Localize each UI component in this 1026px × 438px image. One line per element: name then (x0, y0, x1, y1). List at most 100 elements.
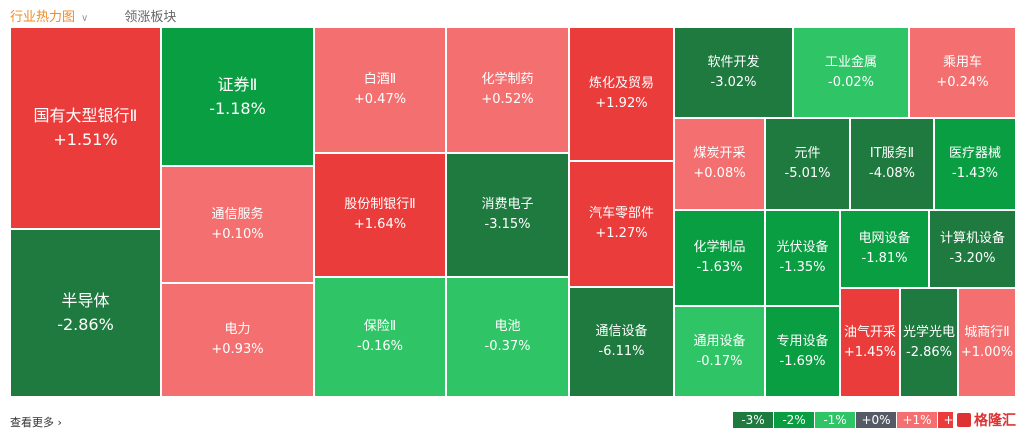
legend-swatch: +1% (897, 412, 937, 428)
sector-change: +1.64% (353, 217, 407, 232)
sector-cell[interactable]: IT服务Ⅱ -4.08% (850, 118, 934, 210)
sector-change: +0.47% (353, 92, 407, 107)
sector-name: 汽车零部件 (588, 206, 654, 221)
sector-cell[interactable]: 通信设备 -6.11% (569, 287, 674, 397)
sector-name: 电力 (224, 322, 251, 337)
sector-name: 半导体 (61, 291, 110, 310)
sector-cell[interactable]: 白酒Ⅱ +0.47% (314, 27, 446, 153)
sector-change: +0.93% (211, 342, 264, 357)
sector-cell[interactable]: 专用设备 -1.69% (765, 306, 840, 397)
sector-name: 白酒Ⅱ (363, 72, 397, 87)
sector-name: 消费电子 (481, 197, 534, 212)
sector-name: 保险Ⅱ (363, 319, 397, 334)
sector-change: -3.15% (484, 217, 531, 232)
sector-name: 油气开采 (843, 324, 896, 340)
sector-cell[interactable]: 半导体 -2.86% (10, 229, 161, 397)
sector-name: 光伏设备 (776, 240, 829, 255)
sector-name: 炼化及贸易 (588, 76, 654, 91)
sector-name: 光学光电 (902, 324, 955, 340)
sector-change: -2.86% (57, 315, 114, 334)
sector-change: -0.02% (828, 74, 874, 90)
sector-change: -3.20% (949, 251, 996, 266)
sector-change: -1.63% (696, 260, 743, 275)
sector-name: 股份制银行Ⅱ (344, 197, 416, 212)
sector-change: +0.10% (211, 226, 264, 242)
legend-swatch: -2% (774, 412, 814, 428)
sector-change: -4.08% (869, 166, 915, 181)
sector-cell[interactable]: 股份制银行Ⅱ +1.64% (314, 153, 446, 277)
sector-cell[interactable]: 化学制药 +0.52% (446, 27, 569, 153)
sector-cell[interactable]: 工业金属 -0.02% (793, 27, 909, 118)
sector-name: 计算机设备 (939, 231, 1005, 246)
sector-cell[interactable]: 证券Ⅱ -1.18% (161, 27, 314, 166)
sector-name: 乘用车 (942, 54, 982, 70)
sector-cell[interactable]: 煤炭开采 +0.08% (674, 118, 765, 210)
sector-cell[interactable]: 医疗器械 -1.43% (934, 118, 1016, 210)
logo-text: 格隆汇 (974, 413, 1016, 429)
logo: 格隆汇 (953, 410, 1020, 430)
sector-cell[interactable]: 软件开发 -3.02% (674, 27, 793, 118)
sector-change: -1.69% (779, 353, 826, 369)
tab-industry-heatmap[interactable]: 行业热力图 ∨ (10, 6, 88, 25)
sector-change: -2.86% (906, 344, 952, 360)
sector-name: 通信设备 (595, 324, 648, 339)
sector-change: +1.45% (843, 344, 897, 360)
legend-swatch: -3% (733, 412, 773, 428)
sector-cell[interactable]: 保险Ⅱ -0.16% (314, 277, 446, 397)
sector-change: -3.02% (710, 74, 757, 90)
legend-swatch: -1% (815, 412, 855, 428)
sector-change: -1.43% (952, 166, 998, 181)
chevron-down-icon[interactable]: ∨ (81, 13, 89, 24)
sector-name: 城商行Ⅱ (964, 324, 1010, 340)
sector-cell[interactable]: 电池 -0.37% (446, 277, 569, 397)
sector-change: -1.81% (861, 251, 908, 266)
sector-name: 证券Ⅱ (217, 74, 258, 94)
sector-name: 通用设备 (693, 333, 746, 349)
sector-change: -6.11% (598, 344, 645, 359)
sector-change: +1.51% (53, 130, 118, 149)
sector-name: 煤炭开采 (693, 146, 746, 161)
sector-cell[interactable]: 电网设备 -1.81% (840, 210, 929, 288)
sector-change: +1.00% (960, 344, 1014, 360)
legend-swatch: +0% (856, 412, 896, 428)
sector-name: 元件 (794, 146, 821, 161)
sector-change: +0.24% (936, 74, 989, 90)
sector-change: -0.16% (357, 339, 403, 354)
sector-cell[interactable]: 通信服务 +0.10% (161, 166, 314, 283)
sector-cell[interactable]: 化学制品 -1.63% (674, 210, 765, 306)
sector-change: -0.37% (484, 339, 531, 354)
color-legend: -3%-2%-1%+0%+1%+2% (733, 412, 978, 428)
sector-cell[interactable]: 光学光电 -2.86% (900, 288, 958, 397)
sector-cell[interactable]: 炼化及贸易 +1.92% (569, 27, 674, 161)
sector-cell[interactable]: 汽车零部件 +1.27% (569, 161, 674, 287)
sector-cell[interactable]: 乘用车 +0.24% (909, 27, 1016, 118)
sector-change: -0.17% (696, 353, 743, 369)
sector-name: 软件开发 (707, 54, 760, 70)
sector-cell[interactable]: 消费电子 -3.15% (446, 153, 569, 277)
sector-cell[interactable]: 电力 +0.93% (161, 283, 314, 397)
sector-change: -1.18% (209, 98, 266, 118)
view-more-link[interactable]: 查看更多 › (10, 416, 62, 429)
sector-change: +0.08% (693, 166, 746, 181)
sector-change: -1.35% (779, 260, 826, 275)
sector-cell[interactable]: 光伏设备 -1.35% (765, 210, 840, 306)
tab-bar: 行业热力图 ∨ 领涨板块 (10, 6, 176, 25)
sector-name: 化学制品 (693, 240, 746, 255)
sector-change: +1.92% (595, 96, 648, 111)
sector-name: 电网设备 (858, 231, 911, 246)
sector-cell[interactable]: 通用设备 -0.17% (674, 306, 765, 397)
sector-cell[interactable]: 计算机设备 -3.20% (929, 210, 1016, 288)
sector-name: IT服务Ⅱ (869, 146, 915, 161)
sector-cell[interactable]: 元件 -5.01% (765, 118, 850, 210)
sector-cell[interactable]: 油气开采 +1.45% (840, 288, 900, 397)
tab-leading-sectors[interactable]: 领涨板块 (124, 10, 177, 25)
sector-name: 医疗器械 (948, 146, 1001, 161)
sector-change: +0.52% (481, 92, 534, 107)
sector-name: 通信服务 (211, 206, 264, 222)
sector-name: 专用设备 (776, 333, 829, 349)
sector-cell[interactable]: 城商行Ⅱ +1.00% (958, 288, 1016, 397)
sector-name: 国有大型银行Ⅱ (33, 106, 138, 125)
logo-icon (957, 413, 971, 427)
sector-name: 工业金属 (824, 54, 877, 70)
sector-cell[interactable]: 国有大型银行Ⅱ +1.51% (10, 27, 161, 229)
